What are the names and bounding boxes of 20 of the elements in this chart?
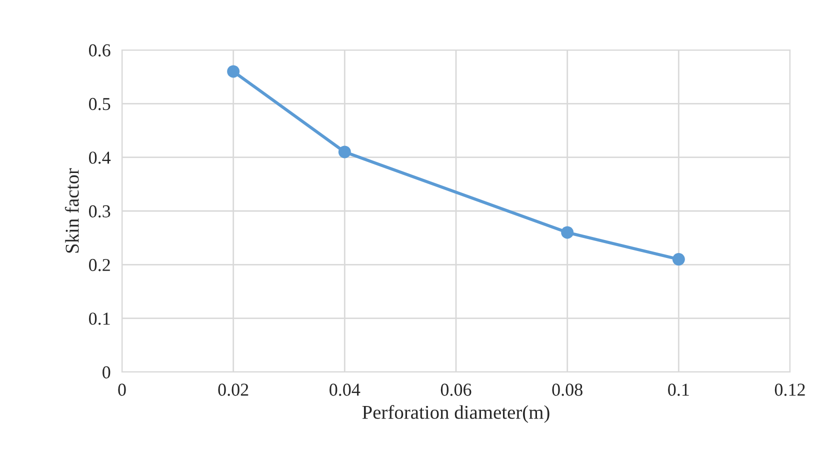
y-tick-label: 0.2 bbox=[89, 258, 110, 272]
y-tick-label: 0.1 bbox=[89, 312, 110, 325]
x-tick-label: 0 bbox=[118, 384, 126, 396]
x-tick-label: 0.12 bbox=[774, 384, 805, 396]
y-tick-label: 0.6 bbox=[89, 44, 110, 57]
y-tick-label: 0.4 bbox=[89, 152, 111, 164]
x-tick-label: 0.06 bbox=[440, 384, 472, 396]
x-tick-label: 0.1 bbox=[668, 384, 689, 396]
point bbox=[227, 65, 240, 78]
x-tick-label: 0.04 bbox=[330, 384, 360, 396]
y-axis-title: Skin factor bbox=[64, 168, 79, 253]
point bbox=[561, 226, 574, 239]
y-tick-label: 0 bbox=[102, 366, 110, 378]
y-tick-label: 0.5 bbox=[89, 98, 110, 110]
point bbox=[338, 146, 351, 158]
point bbox=[672, 253, 685, 266]
x-tick-label: 0.08 bbox=[552, 384, 582, 396]
x-axis-title: Perforation diameter(m) bbox=[362, 405, 550, 423]
y-tick-label: 0.3 bbox=[89, 205, 110, 218]
x-tick-label: 0.02 bbox=[218, 384, 248, 396]
